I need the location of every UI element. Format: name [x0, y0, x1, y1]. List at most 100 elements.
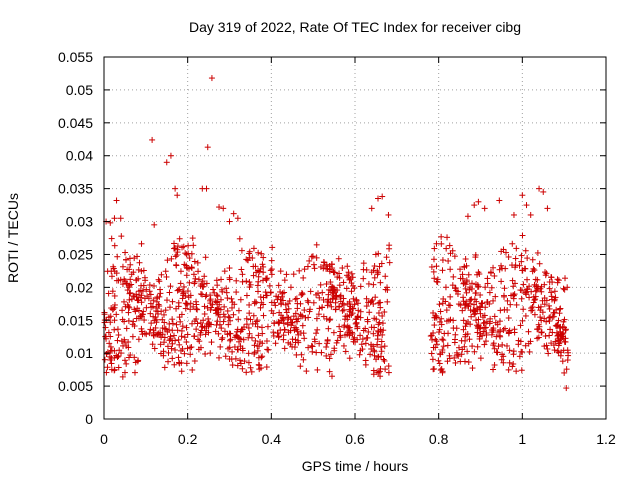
data-point	[516, 262, 523, 269]
data-point	[457, 266, 464, 273]
data-point	[533, 283, 540, 290]
data-point	[248, 368, 255, 375]
data-point	[137, 294, 144, 301]
data-point	[505, 328, 512, 335]
data-point	[463, 289, 470, 296]
data-point	[207, 350, 214, 357]
data-point	[383, 254, 390, 261]
data-point	[559, 358, 566, 365]
data-point	[161, 325, 168, 332]
data-point	[189, 366, 196, 373]
data-point	[255, 288, 262, 295]
data-point	[513, 245, 520, 252]
data-point	[308, 342, 315, 349]
data-point	[238, 247, 245, 254]
data-point	[555, 349, 562, 356]
data-point	[493, 333, 500, 340]
data-point	[190, 271, 197, 278]
data-point	[346, 332, 353, 339]
data-point	[187, 292, 194, 299]
data-point	[323, 352, 330, 359]
data-point	[469, 343, 476, 350]
data-point	[323, 265, 330, 272]
data-point	[439, 267, 446, 274]
data-point	[111, 242, 118, 249]
data-point	[506, 347, 513, 354]
data-point	[320, 313, 327, 320]
data-point	[360, 260, 367, 267]
data-point	[509, 363, 516, 370]
data-point	[522, 247, 529, 254]
data-point	[335, 255, 342, 262]
data-point	[176, 341, 183, 348]
data-point	[513, 368, 520, 375]
data-point	[546, 332, 553, 339]
data-point	[107, 319, 114, 326]
data-point	[353, 319, 360, 326]
data-point	[428, 263, 435, 270]
data-point	[376, 263, 383, 270]
data-point	[243, 292, 250, 299]
data-point	[171, 361, 178, 368]
data-point	[328, 303, 335, 310]
data-point	[496, 318, 503, 325]
data-point	[557, 305, 564, 312]
data-point	[202, 350, 209, 357]
data-point	[310, 261, 317, 268]
data-point	[199, 278, 206, 285]
data-point	[203, 185, 210, 192]
data-point	[232, 334, 239, 341]
data-point	[377, 353, 384, 360]
data-point	[521, 265, 528, 272]
data-point	[482, 284, 489, 291]
data-point	[166, 304, 173, 311]
data-point	[374, 268, 381, 275]
data-point	[464, 348, 471, 355]
data-point	[375, 321, 382, 328]
data-point	[175, 299, 182, 306]
data-point	[164, 328, 171, 335]
data-point	[256, 268, 263, 275]
data-point	[460, 326, 467, 333]
data-point	[287, 284, 294, 291]
data-point	[165, 349, 172, 356]
data-point	[169, 298, 176, 305]
data-point	[174, 243, 181, 250]
data-point	[323, 280, 330, 287]
data-point	[197, 344, 204, 351]
data-point	[257, 294, 264, 301]
data-point	[494, 349, 501, 356]
data-point	[228, 304, 235, 311]
data-point	[105, 290, 112, 297]
data-point	[255, 332, 262, 339]
data-point	[287, 316, 294, 323]
data-point	[459, 275, 466, 282]
data-point	[107, 343, 114, 350]
data-point	[279, 290, 286, 297]
chart-title: Day 319 of 2022, Rate Of TEC Index for r…	[189, 19, 521, 35]
data-point	[370, 371, 377, 378]
data-point	[350, 282, 357, 289]
data-point	[234, 362, 241, 369]
data-point	[564, 357, 571, 364]
data-point	[270, 329, 277, 336]
data-point	[277, 301, 284, 308]
data-point	[171, 240, 178, 247]
data-point	[245, 334, 252, 341]
data-point	[225, 321, 232, 328]
data-point	[220, 318, 227, 325]
data-point	[304, 263, 311, 270]
data-point	[560, 285, 567, 292]
data-point	[547, 326, 554, 333]
data-point	[195, 276, 202, 283]
data-point	[149, 341, 156, 348]
data-point	[329, 289, 336, 296]
data-point	[561, 369, 568, 376]
data-point	[301, 266, 308, 273]
data-point	[313, 241, 320, 248]
data-point	[128, 281, 135, 288]
data-point	[143, 286, 150, 293]
data-point	[340, 342, 347, 349]
data-point	[313, 315, 320, 322]
data-point	[371, 263, 378, 270]
